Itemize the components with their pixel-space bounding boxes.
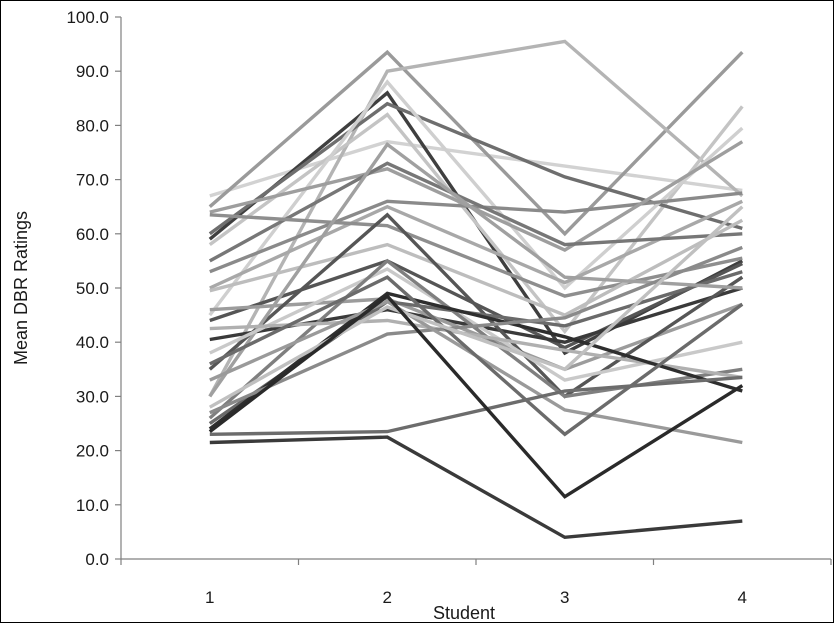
series-line-28 xyxy=(209,375,743,436)
y-axis-ticks: 0.0 10.0 20.0 30.0 40.0 50.0 60.0 70.0 80.0 90.0 1… xyxy=(66,8,121,569)
y-tick-label: 40.0 xyxy=(76,333,109,352)
series-line-12 xyxy=(209,213,743,298)
series-line-17 xyxy=(208,212,744,399)
series-line-24 xyxy=(209,245,743,415)
series-line-8 xyxy=(209,191,743,274)
y-tick-label: 80.0 xyxy=(76,116,109,135)
y-tick-label: 100.0 xyxy=(66,8,109,27)
x-tick-label: 3 xyxy=(560,588,569,607)
series-line-23 xyxy=(208,291,743,431)
y-tick-label: 0.0 xyxy=(85,550,109,569)
x-tick-label: 1 xyxy=(205,588,214,607)
series-line-6 xyxy=(208,101,743,236)
y-tick-label: 50.0 xyxy=(76,279,109,298)
x-axis-ticks: 1 2 3 4 xyxy=(120,559,832,607)
series-line-26 xyxy=(209,275,744,437)
series-layer xyxy=(208,39,744,540)
x-tick-label: 4 xyxy=(738,588,747,607)
series-line-4 xyxy=(208,39,744,398)
series-line-5 xyxy=(208,105,744,335)
y-tick-label: 60.0 xyxy=(76,225,109,244)
series-line-29 xyxy=(208,293,744,499)
series-line-10 xyxy=(209,199,744,290)
y-tick-label: 70.0 xyxy=(76,171,109,190)
y-tick-label: 10.0 xyxy=(76,496,109,515)
y-axis-title: Mean DBR Ratings xyxy=(11,211,31,365)
x-axis-title: Student xyxy=(433,603,495,623)
series-line-2 xyxy=(208,49,744,237)
series-line-7 xyxy=(208,79,744,317)
series-line-27 xyxy=(208,205,744,409)
series-line-11 xyxy=(208,161,743,263)
series-line-9 xyxy=(209,140,744,253)
y-tick-label: 30.0 xyxy=(76,387,109,406)
x-tick-label: 2 xyxy=(383,588,392,607)
series-line-30 xyxy=(209,435,743,540)
y-tick-label: 20.0 xyxy=(76,442,109,461)
y-tick-label: 90.0 xyxy=(76,62,109,81)
